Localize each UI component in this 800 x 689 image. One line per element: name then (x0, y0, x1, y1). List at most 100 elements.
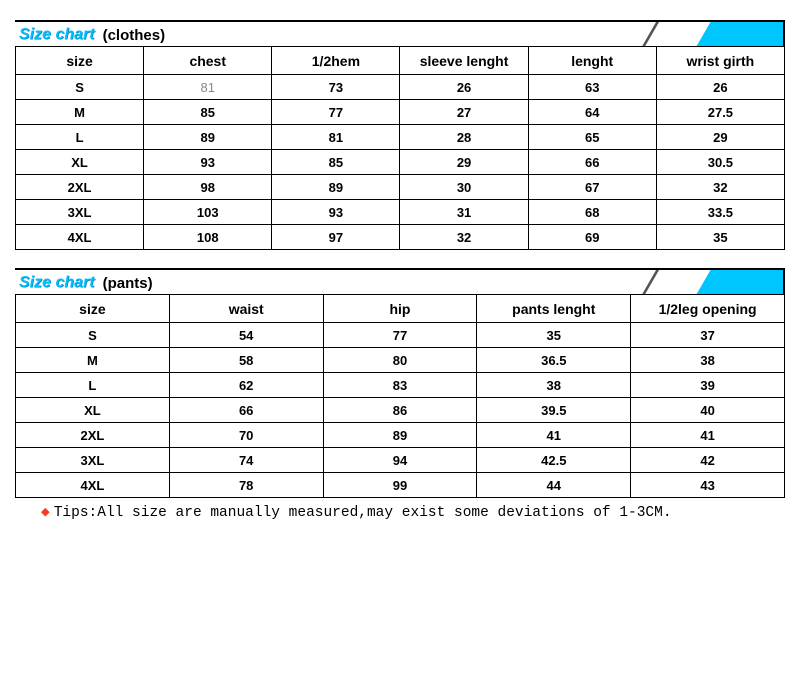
cell: 27 (400, 100, 528, 125)
section-title: Size chart (15, 272, 95, 292)
cell: 81 (272, 125, 400, 150)
cell: 86 (323, 398, 477, 423)
cell: 39 (631, 373, 785, 398)
col-header: wrist girth (656, 47, 784, 75)
cell: 108 (144, 225, 272, 250)
tips-text: Tips:All size are manually measured,may … (54, 505, 672, 521)
cell: 35 (656, 225, 784, 250)
cell: 4XL (16, 225, 144, 250)
cell: 41 (631, 423, 785, 448)
section-header-clothes: Size chart (clothes) (15, 20, 785, 46)
cell: 70 (169, 423, 323, 448)
col-header: size (16, 295, 170, 323)
cell: 36.5 (477, 348, 631, 373)
table-header-row: size chest 1/2hem sleeve lenght lenght w… (16, 47, 785, 75)
col-header: pants lenght (477, 295, 631, 323)
cell: 32 (400, 225, 528, 250)
table-row: XL 93 85 29 66 30.5 (16, 150, 785, 175)
cell: 93 (272, 200, 400, 225)
cell: 27.5 (656, 100, 784, 125)
col-header: 1/2leg opening (631, 295, 785, 323)
cell: 99 (323, 473, 477, 498)
table-row: 3XL 103 93 31 68 33.5 (16, 200, 785, 225)
section-title: Size chart (15, 24, 95, 44)
cell: S (16, 323, 170, 348)
cell: 2XL (16, 423, 170, 448)
table-row: M 85 77 27 64 27.5 (16, 100, 785, 125)
cell: 38 (477, 373, 631, 398)
cell: 40 (631, 398, 785, 423)
cell: 83 (323, 373, 477, 398)
cell: 89 (144, 125, 272, 150)
col-header: hip (323, 295, 477, 323)
page-root: Size chart (clothes) size chest 1/2hem s… (0, 0, 800, 531)
bullet-icon: ◆ (41, 505, 54, 521)
cell: 98 (144, 175, 272, 200)
cell: 30.5 (656, 150, 784, 175)
cell: 38 (631, 348, 785, 373)
col-header: size (16, 47, 144, 75)
cell: 29 (656, 125, 784, 150)
cell: 37 (631, 323, 785, 348)
col-header: chest (144, 47, 272, 75)
tips-note: ◆Tips:All size are manually measured,may… (15, 498, 785, 521)
cell: 4XL (16, 473, 170, 498)
cell: 42 (631, 448, 785, 473)
cell: 39.5 (477, 398, 631, 423)
table-header-row: size waist hip pants lenght 1/2leg openi… (16, 295, 785, 323)
col-header: waist (169, 295, 323, 323)
cell: 94 (323, 448, 477, 473)
cell: 85 (272, 150, 400, 175)
cell: 44 (477, 473, 631, 498)
cell: 54 (169, 323, 323, 348)
cell: M (16, 100, 144, 125)
section-subtitle: (pants) (95, 273, 153, 292)
cell: 69 (528, 225, 656, 250)
cell: 103 (144, 200, 272, 225)
cell: L (16, 125, 144, 150)
col-header: lenght (528, 47, 656, 75)
cell: 66 (169, 398, 323, 423)
table-row: M 58 80 36.5 38 (16, 348, 785, 373)
header-decor (663, 270, 783, 294)
cell: 66 (528, 150, 656, 175)
section-subtitle: (clothes) (95, 25, 166, 44)
cell: 93 (144, 150, 272, 175)
cell: 78 (169, 473, 323, 498)
cell: 42.5 (477, 448, 631, 473)
cell: 85 (144, 100, 272, 125)
cell: 67 (528, 175, 656, 200)
cell: 43 (631, 473, 785, 498)
table-row: L 62 83 38 39 (16, 373, 785, 398)
cell: 97 (272, 225, 400, 250)
table-row: 4XL 78 99 44 43 (16, 473, 785, 498)
cell: XL (16, 150, 144, 175)
table-row: 2XL 98 89 30 67 32 (16, 175, 785, 200)
table-row: S 81 73 26 63 26 (16, 75, 785, 100)
table-row: 2XL 70 89 41 41 (16, 423, 785, 448)
cell: 81 (144, 75, 272, 100)
cell: 3XL (16, 448, 170, 473)
cell: 58 (169, 348, 323, 373)
cell: 30 (400, 175, 528, 200)
cell: 2XL (16, 175, 144, 200)
cell: 35 (477, 323, 631, 348)
cell: 68 (528, 200, 656, 225)
col-header: 1/2hem (272, 47, 400, 75)
cell: 26 (656, 75, 784, 100)
cell: 33.5 (656, 200, 784, 225)
cell: 77 (272, 100, 400, 125)
cell: 29 (400, 150, 528, 175)
cell: 28 (400, 125, 528, 150)
cell: 89 (272, 175, 400, 200)
cell: 41 (477, 423, 631, 448)
table-row: L 89 81 28 65 29 (16, 125, 785, 150)
cell: 80 (323, 348, 477, 373)
cell: 64 (528, 100, 656, 125)
cell: S (16, 75, 144, 100)
col-header: sleeve lenght (400, 47, 528, 75)
cell: M (16, 348, 170, 373)
table-row: XL 66 86 39.5 40 (16, 398, 785, 423)
table-row: 3XL 74 94 42.5 42 (16, 448, 785, 473)
cell: 26 (400, 75, 528, 100)
